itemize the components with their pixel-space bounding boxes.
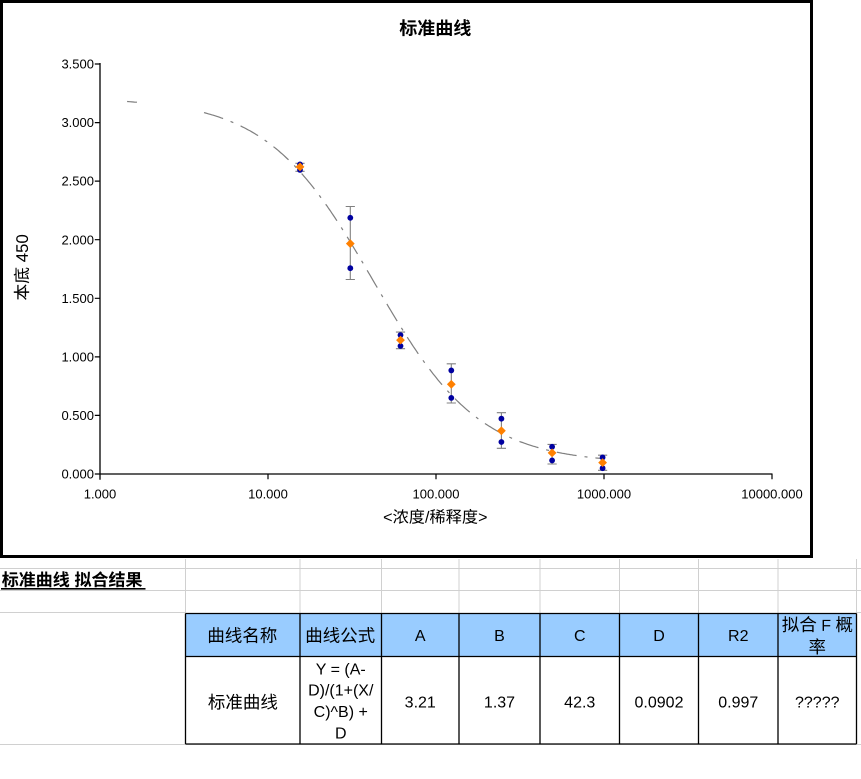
svg-text:3.21: 3.21 (405, 695, 436, 712)
svg-text:0.997: 0.997 (718, 695, 758, 712)
svg-text:2.500: 2.500 (61, 174, 94, 189)
svg-text:3.500: 3.500 (61, 57, 94, 72)
svg-text:D: D (653, 628, 665, 645)
svg-text:C)^B) +: C)^B) + (314, 704, 368, 721)
svg-text:C: C (574, 628, 586, 645)
svg-text:1.000: 1.000 (61, 350, 94, 365)
svg-text:1.000: 1.000 (84, 486, 117, 501)
svg-text:2.000: 2.000 (61, 232, 94, 247)
svg-text:1.500: 1.500 (61, 291, 94, 306)
svg-text:Y = (A-: Y = (A- (316, 661, 366, 678)
svg-text:A: A (415, 628, 426, 645)
svg-text:1000.000: 1000.000 (577, 486, 631, 501)
svg-text:3.000: 3.000 (61, 115, 94, 130)
svg-text:D)/(1+(X/: D)/(1+(X/ (308, 683, 374, 700)
svg-text:10.000: 10.000 (248, 486, 288, 501)
svg-text:42.3: 42.3 (564, 695, 595, 712)
svg-text:R2: R2 (728, 628, 749, 645)
svg-text:B: B (494, 628, 505, 645)
svg-text:1.37: 1.37 (484, 695, 515, 712)
svg-text:?????: ????? (795, 695, 840, 712)
svg-text:0.0902: 0.0902 (635, 695, 684, 712)
svg-text:0.000: 0.000 (61, 467, 94, 482)
svg-text:100.000: 100.000 (413, 486, 460, 501)
svg-text:10000.000: 10000.000 (741, 486, 802, 501)
svg-text:D: D (335, 725, 347, 742)
svg-text:0.500: 0.500 (61, 408, 94, 423)
